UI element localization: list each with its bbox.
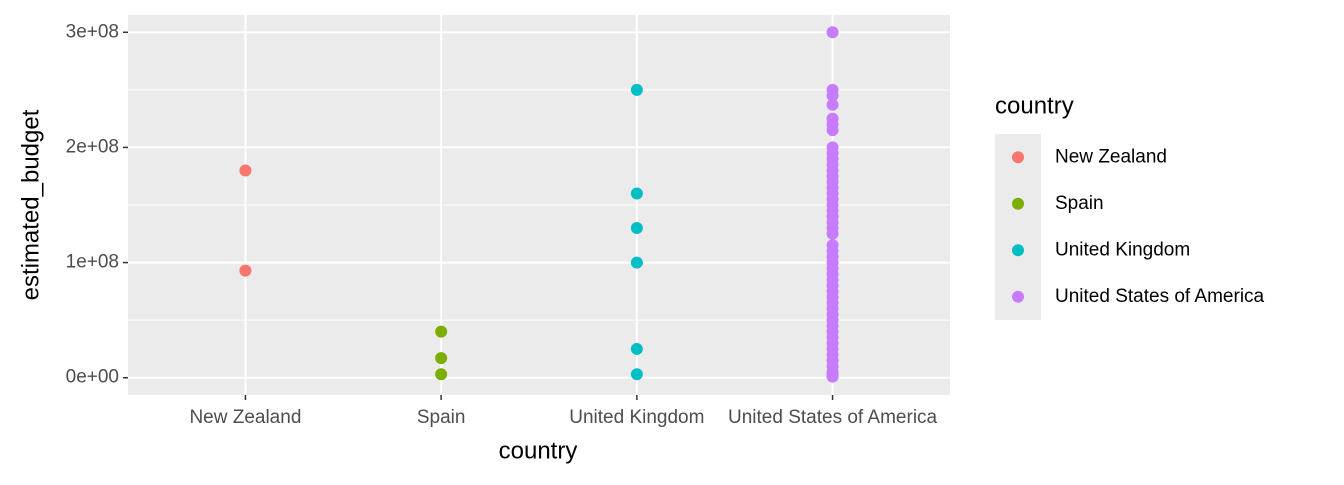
legend-label: Spain <box>1055 193 1104 214</box>
axes: 0e+00 1e+08 2e+08 3e+08 New Zealand Spain Unit… <box>66 21 938 428</box>
legend-key <box>1012 290 1024 303</box>
point <box>435 352 448 365</box>
point <box>630 187 643 200</box>
x-axis-title: country <box>499 437 578 464</box>
points <box>239 26 839 383</box>
point <box>630 342 643 355</box>
legend-key <box>1012 197 1024 210</box>
point <box>826 26 839 39</box>
y-tick-label: 2e+08 <box>66 136 119 157</box>
point <box>630 256 643 269</box>
point <box>630 368 643 381</box>
x-tick-label: United States of America <box>728 407 938 428</box>
point <box>239 264 252 277</box>
point <box>630 222 643 235</box>
point <box>435 368 448 381</box>
point <box>826 89 839 102</box>
legend-label: United States of America <box>1055 286 1265 307</box>
y-axis-title: estimated_budget <box>17 109 44 300</box>
point <box>630 83 643 96</box>
y-tick-label: 0e+00 <box>66 367 119 388</box>
y-tick-label: 3e+08 <box>66 21 119 42</box>
legend-key-background <box>995 134 1041 320</box>
legend-key <box>1012 151 1024 164</box>
legend-label: New Zealand <box>1055 146 1167 167</box>
legend: country New Zealand Spain United Kingdom Un… <box>995 92 1265 320</box>
point <box>826 370 839 383</box>
point <box>826 98 839 111</box>
x-tick-label: Spain <box>417 407 466 428</box>
point <box>826 227 839 240</box>
y-tick-label: 1e+08 <box>66 252 119 273</box>
x-tick-label: United Kingdom <box>569 407 704 428</box>
point <box>435 325 448 338</box>
legend-title: country <box>995 92 1074 119</box>
point <box>239 164 252 177</box>
legend-key <box>1012 244 1024 257</box>
legend-label: United Kingdom <box>1055 239 1190 260</box>
point <box>826 124 839 137</box>
x-tick-label: New Zealand <box>189 407 301 428</box>
